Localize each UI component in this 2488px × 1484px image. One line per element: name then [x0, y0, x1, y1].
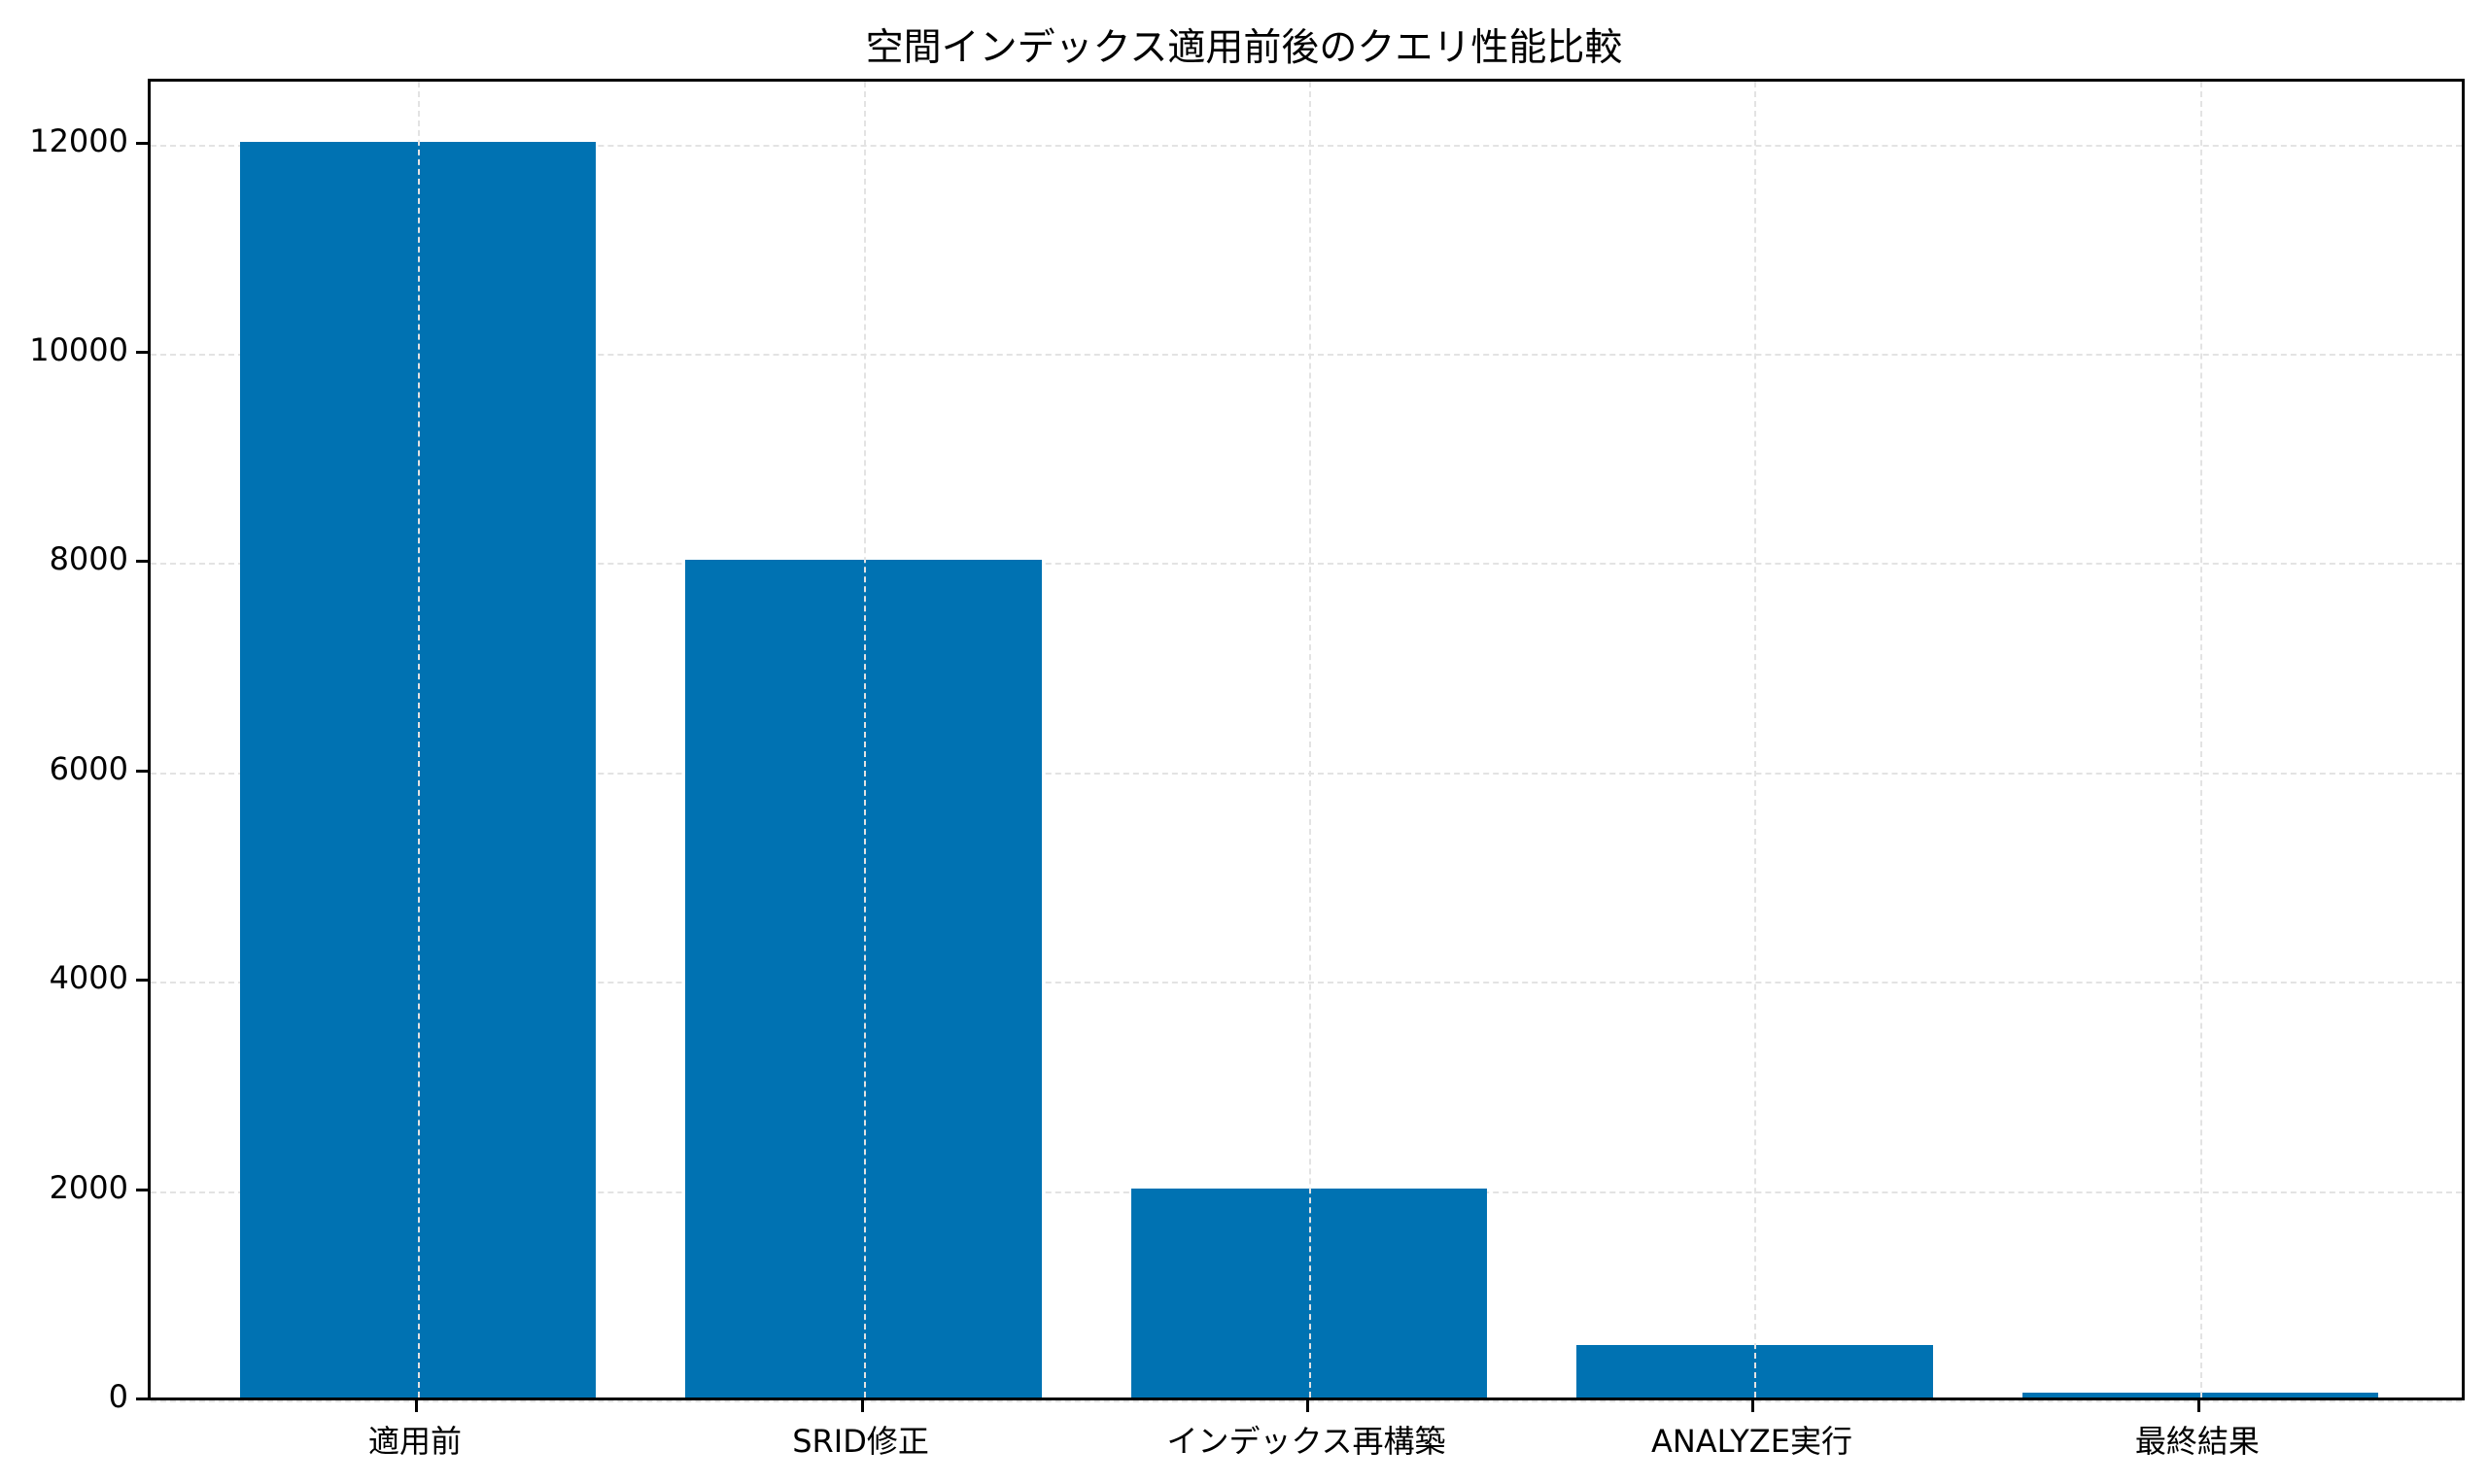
x-tick-mark [860, 1400, 864, 1412]
gridline-vertical [1754, 82, 1757, 1398]
plot-area [148, 79, 2465, 1402]
gridline-vertical [863, 82, 866, 1398]
y-tick-mark [136, 1188, 148, 1191]
x-tick-label: ANALYZE実行 [1650, 1423, 1852, 1460]
x-tick-label: 適用前 [368, 1423, 463, 1460]
y-tick-mark [136, 141, 148, 145]
gridline-horizontal [151, 772, 2462, 775]
gridline-horizontal [151, 563, 2462, 566]
y-tick-mark [136, 979, 148, 983]
chart-title: 空間インデックス適用前後のクエリ性能比較 [865, 26, 1623, 70]
x-tick-mark [2196, 1400, 2200, 1412]
y-tick-mark [136, 769, 148, 773]
y-tick-mark [136, 1398, 148, 1400]
bar [685, 560, 1042, 1398]
gridline-vertical [418, 82, 421, 1398]
x-tick-label: インデックス再構築 [1166, 1423, 1446, 1460]
y-tick-label: 6000 [49, 749, 128, 787]
y-tick-label: 12000 [29, 121, 128, 159]
gridline-vertical [1309, 82, 1311, 1398]
y-tick-label: 2000 [49, 1168, 128, 1206]
gridline-horizontal [151, 354, 2462, 357]
gridline-horizontal [151, 982, 2462, 984]
bar [2022, 1392, 2379, 1398]
y-tick-mark [136, 560, 148, 564]
x-tick-label: SRID修正 [792, 1423, 929, 1460]
gridline-vertical [2199, 82, 2202, 1398]
y-tick-mark [136, 351, 148, 355]
x-tick-label: 最終結果 [2134, 1423, 2260, 1460]
y-tick-label: 0 [108, 1378, 128, 1415]
y-tick-label: 8000 [49, 540, 128, 578]
y-tick-label: 10000 [29, 331, 128, 369]
bar [1576, 1345, 1933, 1398]
gridline-horizontal [151, 144, 2462, 147]
x-tick-mark [1306, 1400, 1309, 1412]
x-tick-mark [1751, 1400, 1755, 1412]
bar [1130, 1188, 1488, 1398]
y-tick-label: 4000 [49, 959, 128, 997]
x-tick-mark [415, 1400, 419, 1412]
